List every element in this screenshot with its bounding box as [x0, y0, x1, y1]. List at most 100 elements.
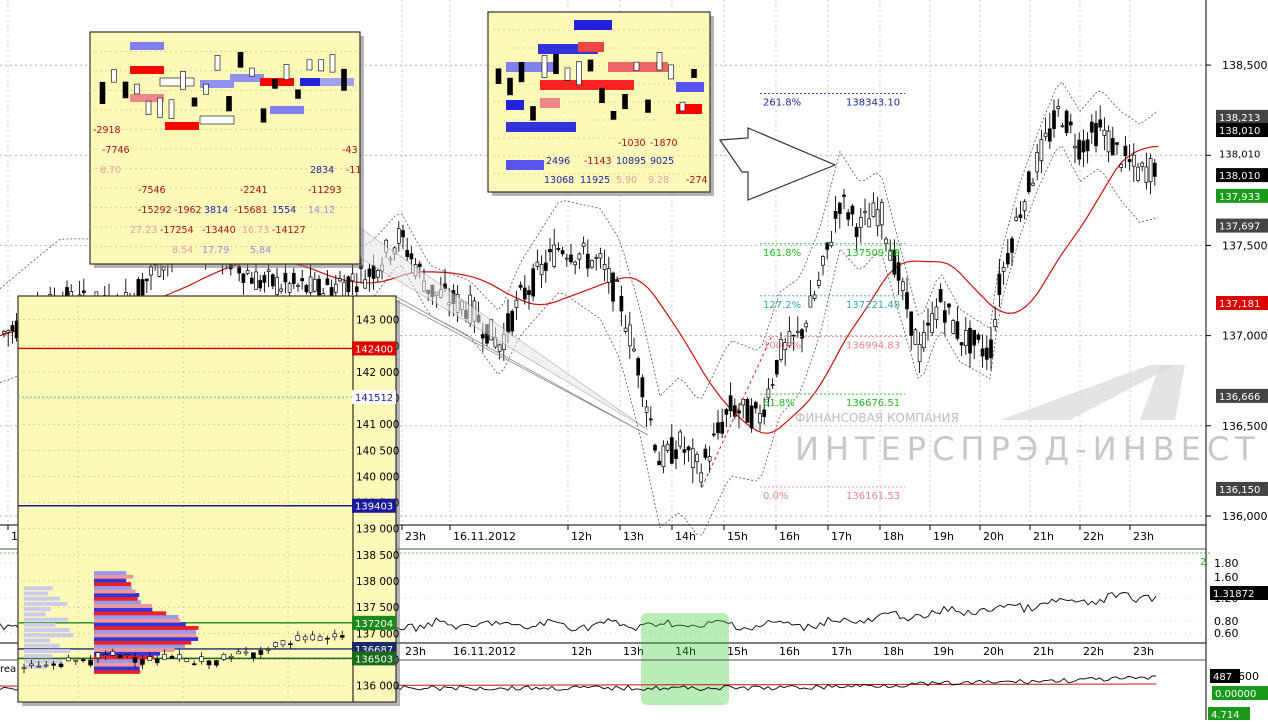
candle-body — [921, 332, 926, 349]
candle — [879, 198, 884, 240]
candle — [611, 271, 615, 312]
inset-candle — [306, 59, 313, 71]
candle — [900, 277, 905, 301]
candle — [522, 275, 527, 305]
candle-body — [241, 273, 246, 284]
inset-candle — [507, 77, 513, 96]
fib-value: 136161.53 — [846, 491, 900, 502]
inset-bar — [165, 122, 199, 130]
candle — [527, 285, 531, 310]
candle — [905, 277, 909, 319]
candle — [963, 317, 968, 355]
profile-bar-faint — [24, 643, 60, 648]
candle — [581, 236, 586, 255]
profile-tick: 137 500 — [356, 602, 399, 614]
candle-body — [917, 344, 922, 363]
candle — [800, 327, 804, 353]
profile-candle-body — [325, 637, 330, 640]
candle-body — [623, 327, 628, 332]
candle-body — [564, 257, 569, 260]
candle — [317, 275, 321, 299]
profile-badge: 137204 — [352, 615, 396, 630]
profile-bar-faint — [24, 664, 46, 669]
moving-average-line — [0, 145, 1159, 434]
candle — [396, 221, 401, 252]
price-badge-text: 136,150 — [1219, 485, 1260, 496]
candle — [296, 283, 300, 292]
candle — [602, 249, 607, 282]
price-badge-text: 136,666 — [1219, 392, 1260, 403]
profile-candle-body — [43, 664, 49, 667]
inset-bar — [270, 106, 304, 114]
profile-bar — [94, 574, 134, 579]
candle-body — [1064, 110, 1069, 134]
candle — [976, 332, 981, 344]
candle-body — [795, 330, 800, 333]
candle-body — [417, 263, 422, 267]
candle-body — [686, 446, 691, 451]
inset-candle — [691, 69, 697, 78]
axis-tick-label: 138,500 — [1222, 59, 1268, 72]
candle — [606, 256, 611, 294]
ind2-badge-cut-bg — [1208, 707, 1250, 721]
profile-tick: 140 500 — [356, 445, 399, 457]
candle-body — [590, 260, 594, 268]
candle — [989, 327, 993, 371]
candle-body — [527, 290, 531, 295]
watermark-swoosh — [1000, 365, 1175, 420]
inset-value: -7746 — [102, 145, 130, 156]
price-badge-text: 138,213 — [1219, 113, 1260, 124]
candle — [10, 320, 15, 344]
inset-candle — [599, 87, 605, 104]
candle-body — [711, 433, 716, 436]
inset-value: 5.90 — [616, 175, 637, 186]
fib-level: 161.8% 137509.58 — [760, 243, 905, 259]
candle — [930, 301, 935, 336]
inset-value: -17254 — [160, 225, 194, 236]
profile-candle-body — [310, 634, 315, 641]
candle-body — [661, 445, 666, 468]
candle-body — [682, 449, 687, 453]
candle — [623, 315, 628, 334]
profile-badge-text: 136503 — [355, 654, 393, 665]
profile-bar — [94, 593, 140, 598]
price-badge-text: 138,010 — [1219, 126, 1260, 137]
candle — [686, 445, 691, 462]
candle-body — [619, 296, 624, 312]
time-label: 17h — [831, 530, 852, 543]
candle — [300, 269, 305, 290]
inset-value: -11293 — [308, 185, 342, 196]
profile-badge: 142400 — [352, 341, 396, 356]
profile-candle-body — [273, 642, 278, 647]
profile-bar-faint — [24, 622, 56, 627]
profile-bar — [94, 644, 186, 649]
candle-body — [779, 339, 783, 360]
candle — [1031, 178, 1035, 187]
candle — [577, 252, 582, 269]
inset-candle — [318, 59, 324, 72]
candle-body — [695, 454, 699, 463]
candle — [1060, 122, 1065, 128]
ind2-badge-top-text: 487 — [1213, 672, 1232, 683]
candle — [980, 334, 985, 368]
profile-candle-body — [58, 663, 64, 667]
price-badge-text: 137,181 — [1219, 299, 1260, 310]
profile-bar — [94, 640, 192, 645]
candle — [279, 283, 284, 294]
candle-body — [930, 313, 935, 333]
candle-body — [1026, 171, 1031, 193]
candle — [333, 274, 338, 296]
candle-body — [300, 278, 305, 282]
candle — [997, 258, 1002, 307]
inset-candle — [145, 100, 152, 116]
highlight-zone — [641, 613, 729, 705]
candle — [136, 276, 141, 299]
candle-body — [1043, 132, 1048, 138]
profile-candle-body — [177, 654, 182, 660]
candle-body — [951, 320, 956, 334]
candle — [291, 267, 296, 289]
ind2-badge-cut: 4.714 — [1208, 707, 1250, 721]
fib-value: 136676.51 — [846, 398, 900, 409]
candle — [598, 247, 603, 269]
